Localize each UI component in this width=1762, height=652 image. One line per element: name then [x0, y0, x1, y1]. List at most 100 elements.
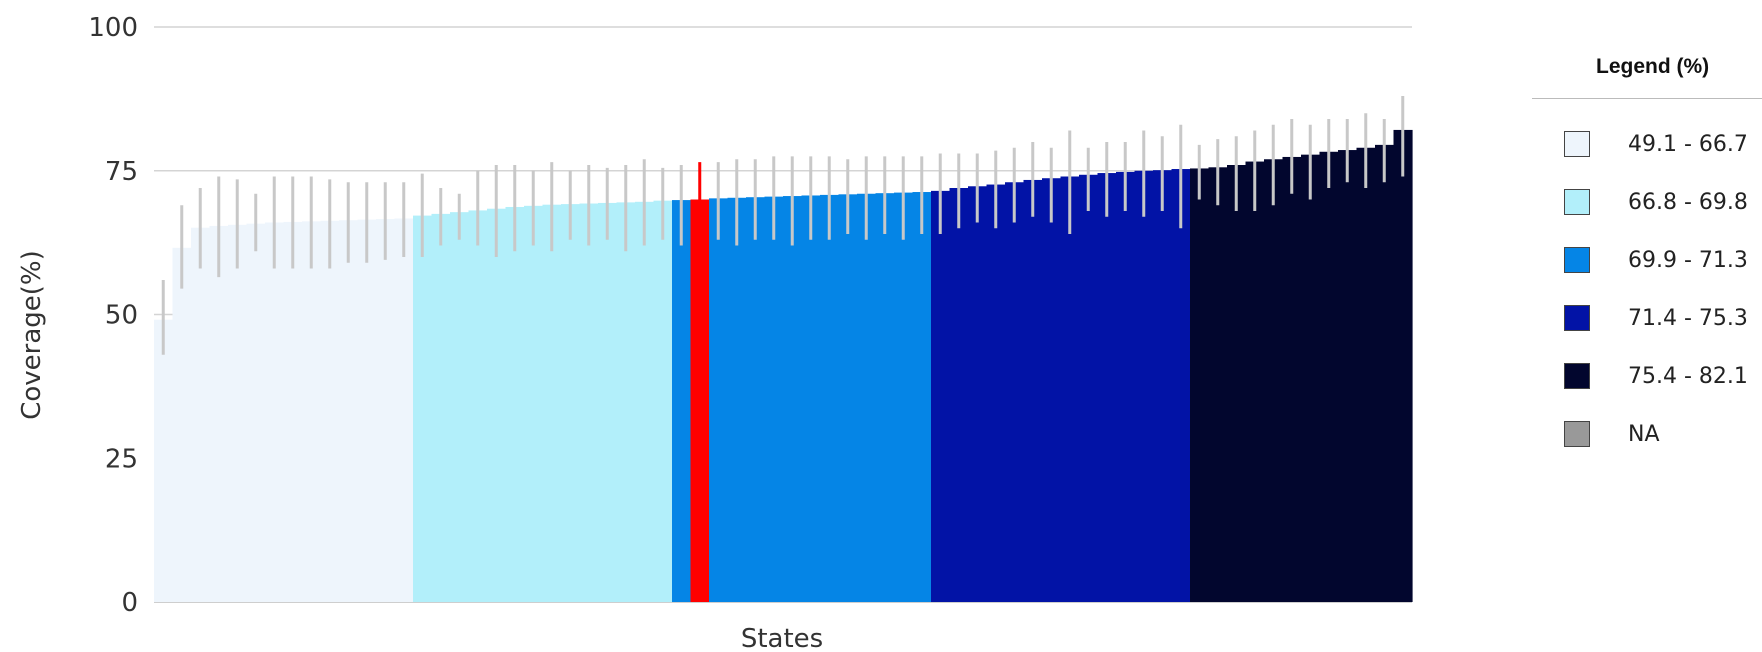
legend-swatch [1564, 305, 1590, 331]
legend-swatch [1564, 189, 1590, 215]
legend-label: 66.8 - 69.8 [1628, 189, 1748, 215]
y-tick-labels: 0 25 50 75 100 [88, 13, 138, 618]
bar [228, 224, 248, 603]
bar [468, 210, 488, 603]
bar [912, 192, 932, 602]
bar [487, 208, 507, 602]
bar [339, 220, 359, 602]
bar [616, 202, 636, 602]
bar [505, 206, 525, 602]
legend-swatch [1564, 131, 1590, 157]
bar [1134, 170, 1154, 602]
bar [320, 220, 340, 602]
bar [209, 225, 229, 602]
bar [653, 200, 673, 602]
bar [1208, 167, 1228, 603]
legend-label: NA [1628, 421, 1660, 447]
legend-item: 66.8 - 69.8 [1564, 187, 1748, 217]
bar [1171, 169, 1191, 602]
y-tick-label-100: 100 [88, 13, 138, 43]
legend-swatch [1564, 247, 1590, 273]
bar [746, 197, 766, 602]
bar [1227, 165, 1247, 602]
bar [172, 247, 192, 603]
legend-item: 75.4 - 82.1 [1564, 361, 1748, 391]
bar [838, 194, 858, 602]
legend-swatch [1564, 363, 1590, 389]
bar [1079, 174, 1099, 602]
x-axis-title: States [741, 624, 823, 652]
legend-item: NA [1564, 419, 1660, 449]
bar [968, 186, 988, 602]
bar [1264, 159, 1284, 602]
y-tick-label-75: 75 [105, 157, 138, 187]
bar [1042, 178, 1062, 602]
legend-label: 71.4 - 75.3 [1628, 305, 1748, 331]
legend-item: 71.4 - 75.3 [1564, 303, 1748, 333]
bar [1005, 182, 1025, 602]
bar [1301, 154, 1321, 602]
bar [764, 196, 784, 602]
bar [690, 199, 710, 602]
bar [801, 195, 821, 602]
bar [1097, 173, 1117, 603]
bar [1282, 156, 1302, 602]
bar [857, 193, 877, 602]
bar [1356, 147, 1376, 602]
bar [283, 221, 303, 603]
legend-divider [1532, 98, 1762, 99]
bar [875, 193, 895, 603]
error-bars [161, 96, 1405, 355]
bar [431, 213, 451, 602]
bars [154, 129, 1413, 603]
y-axis-title: Coverage(%) [17, 250, 47, 420]
bar [394, 218, 414, 602]
bar [1375, 144, 1395, 602]
bar [931, 190, 951, 602]
bar [1023, 179, 1043, 602]
legend: Legend (%) 49.1 - 66.7 66.8 - 69.8 69.9 - … [1532, 52, 1762, 447]
y-tick-label-25: 25 [105, 444, 138, 474]
bar [949, 188, 969, 602]
bar [1393, 129, 1413, 603]
legend-title: Legend (%) [1596, 55, 1710, 78]
bar [820, 194, 840, 602]
legend-label: 69.9 - 71.3 [1628, 247, 1748, 273]
legend-item: 49.1 - 66.7 [1564, 129, 1748, 159]
bar [1060, 176, 1080, 602]
bar [376, 219, 396, 603]
bar [561, 204, 581, 602]
bar [1153, 170, 1173, 603]
bar [357, 219, 377, 602]
bar [191, 227, 211, 603]
bar [635, 201, 655, 603]
bar [1319, 151, 1339, 602]
bar [542, 204, 562, 603]
legend-label: 75.4 - 82.1 [1628, 363, 1748, 389]
bar [1338, 150, 1358, 603]
bar [1116, 171, 1136, 602]
legend-label: 49.1 - 66.7 [1628, 131, 1748, 157]
bar [672, 200, 692, 602]
bar [727, 197, 747, 602]
bar [524, 205, 544, 602]
bar [783, 196, 803, 603]
bar [154, 319, 174, 602]
bar [246, 223, 266, 602]
bar [709, 198, 729, 602]
bar [265, 222, 285, 602]
bar [1190, 168, 1210, 602]
bar [579, 203, 599, 602]
y-tick-label-0: 0 [121, 588, 138, 618]
bar [894, 192, 914, 602]
legend-item: 69.9 - 71.3 [1564, 245, 1748, 275]
y-tick-label-50: 50 [105, 301, 138, 331]
bar [450, 212, 470, 602]
bar [1245, 161, 1265, 603]
bar [986, 184, 1006, 603]
legend-swatch [1564, 421, 1590, 447]
bar [302, 221, 322, 602]
bar [413, 215, 433, 602]
bar [598, 202, 618, 602]
